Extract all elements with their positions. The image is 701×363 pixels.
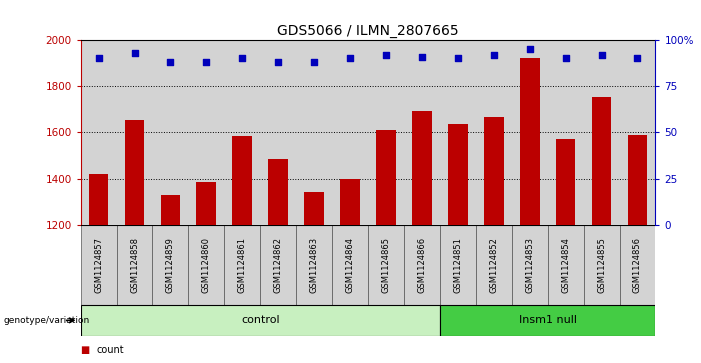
Bar [404, 225, 440, 305]
Bar [476, 40, 512, 225]
Text: GSM1124866: GSM1124866 [417, 237, 426, 293]
Point [452, 56, 463, 61]
Text: GSM1124865: GSM1124865 [381, 237, 390, 293]
Point [93, 56, 104, 61]
Bar [412, 110, 432, 225]
Point [524, 46, 536, 52]
Bar [297, 225, 332, 305]
Bar [627, 135, 647, 225]
Text: GSM1124859: GSM1124859 [166, 237, 175, 293]
Bar [153, 40, 189, 225]
Text: control: control [241, 315, 280, 325]
Text: GSM1124856: GSM1124856 [633, 237, 642, 293]
Bar [125, 120, 144, 225]
Bar [448, 125, 468, 225]
Bar [484, 118, 503, 225]
Point [165, 59, 176, 65]
Text: GSM1124851: GSM1124851 [454, 237, 463, 293]
Bar [440, 40, 476, 225]
Point [416, 54, 428, 60]
Bar [547, 40, 584, 225]
Bar [189, 40, 224, 225]
Text: GSM1124864: GSM1124864 [346, 237, 355, 293]
Bar [620, 40, 655, 225]
Text: GSM1124863: GSM1124863 [310, 237, 319, 293]
Bar [620, 225, 655, 305]
Point [488, 52, 499, 58]
Bar [153, 225, 189, 305]
Bar [512, 40, 547, 225]
Bar [224, 40, 260, 225]
Bar [297, 40, 332, 225]
Bar [196, 182, 216, 225]
Text: GSM1124862: GSM1124862 [273, 237, 283, 293]
Point [273, 59, 284, 65]
Bar [332, 225, 368, 305]
Bar [476, 225, 512, 305]
Bar [440, 225, 476, 305]
Bar [584, 225, 620, 305]
Point [308, 59, 320, 65]
Bar [404, 40, 440, 225]
Point [632, 56, 643, 61]
Point [344, 56, 355, 61]
Title: GDS5066 / ILMN_2807665: GDS5066 / ILMN_2807665 [277, 24, 459, 37]
Point [381, 52, 392, 58]
Bar [81, 305, 440, 336]
Bar [116, 40, 153, 225]
Text: GSM1124852: GSM1124852 [489, 237, 498, 293]
Text: GSM1124861: GSM1124861 [238, 237, 247, 293]
Text: GSM1124855: GSM1124855 [597, 237, 606, 293]
Bar [81, 40, 116, 225]
Bar [520, 58, 540, 225]
Text: GSM1124857: GSM1124857 [94, 237, 103, 293]
Point [596, 52, 607, 58]
Bar [332, 40, 368, 225]
Bar [368, 40, 404, 225]
Bar [224, 225, 260, 305]
Bar [556, 139, 576, 225]
Bar [81, 225, 116, 305]
Bar [547, 225, 584, 305]
Bar [260, 225, 297, 305]
Text: ■: ■ [81, 345, 90, 355]
Bar [189, 225, 224, 305]
Text: GSM1124853: GSM1124853 [525, 237, 534, 293]
Text: genotype/variation: genotype/variation [4, 316, 90, 325]
Point [129, 50, 140, 56]
Text: count: count [96, 345, 123, 355]
Text: GSM1124860: GSM1124860 [202, 237, 211, 293]
Bar [233, 136, 252, 225]
Bar [260, 40, 297, 225]
Text: Insm1 null: Insm1 null [519, 315, 577, 325]
Text: GSM1124854: GSM1124854 [561, 237, 570, 293]
Bar [268, 159, 288, 225]
Bar [376, 130, 396, 225]
Bar [161, 195, 180, 225]
Point [560, 56, 571, 61]
Point [237, 56, 248, 61]
Bar [340, 179, 360, 225]
Bar [304, 192, 324, 225]
Text: GSM1124858: GSM1124858 [130, 237, 139, 293]
Bar [116, 225, 153, 305]
Bar [440, 305, 655, 336]
Bar [89, 174, 109, 225]
Bar [584, 40, 620, 225]
Bar [592, 97, 611, 225]
Bar [368, 225, 404, 305]
Point [200, 59, 212, 65]
Bar [512, 225, 547, 305]
